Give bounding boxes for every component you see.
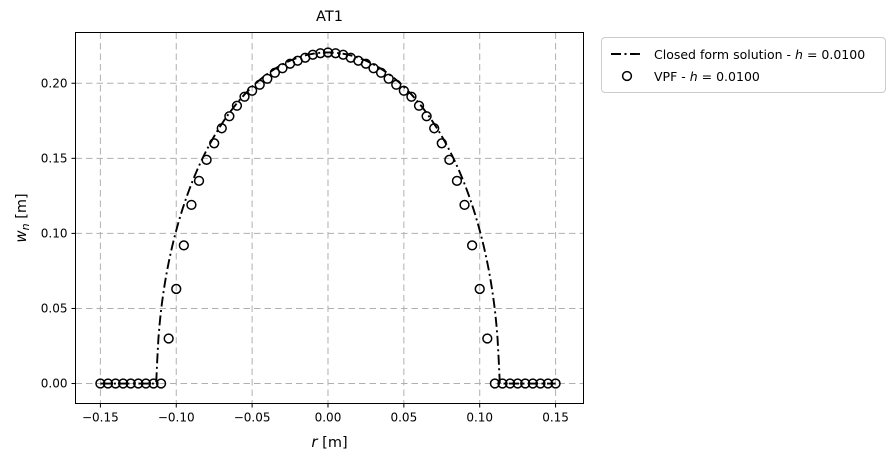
vpf-data-point — [451, 175, 463, 186]
vpf-data-point — [383, 73, 394, 84]
vpf-data-point — [277, 63, 288, 74]
x-tick-label: −0.05 — [234, 411, 271, 425]
vpf-data-point — [224, 111, 235, 122]
vpf-data-point — [391, 79, 402, 90]
grid — [75, 32, 584, 404]
vpf-data-point — [262, 73, 273, 84]
vpf-data-point — [315, 48, 326, 59]
legend-label-vpf: VPF - h = 0.0100 — [654, 68, 760, 84]
y-tick-label: 0.00 — [41, 377, 68, 391]
vpf-data-point — [140, 378, 152, 389]
y-tick-label: 0.05 — [41, 302, 68, 316]
vpf-data-point — [489, 378, 501, 389]
vpf-data-point — [239, 91, 250, 102]
vpf-data-point — [497, 378, 508, 389]
vpf-data-point — [231, 100, 243, 111]
vpf-data-point — [482, 333, 493, 344]
vpf-data-point — [209, 138, 220, 149]
vpf-data-point — [171, 283, 182, 295]
vpf-data-point — [155, 378, 167, 389]
vpf-data-point — [330, 48, 341, 59]
vpf-data-point — [375, 67, 387, 78]
vpf-data-point — [535, 378, 546, 389]
vpf-data-point — [413, 100, 425, 111]
vpf-data-point — [133, 378, 144, 389]
vpf-data-point — [178, 240, 189, 251]
vpf-data-point — [125, 378, 136, 389]
legend-entry-closed-form: Closed form solution - h = 0.0100 — [610, 43, 879, 65]
x-tick-label: 0.00 — [315, 411, 342, 425]
vpf-data-point — [269, 67, 281, 78]
vpf-data-point — [148, 378, 159, 389]
chart-title: AT1 — [316, 9, 343, 25]
vpf-data-point — [102, 378, 114, 389]
x-tick-label: 0.10 — [466, 411, 493, 425]
vpf-data-point — [436, 138, 447, 149]
x-tick-label: 0.15 — [542, 411, 569, 425]
vpf-data-point — [421, 111, 432, 122]
vpf-data-point — [307, 49, 318, 60]
plot-frame — [75, 32, 584, 404]
vpf-data-point — [201, 154, 212, 165]
open-circle-icon — [610, 70, 644, 82]
y-tick-label: 0.20 — [41, 76, 68, 90]
vpf-data-point — [95, 378, 106, 389]
y-axis-label: wn [m] — [12, 193, 32, 242]
vpf-data-point — [542, 378, 554, 389]
series — [95, 47, 561, 389]
vpf-data-point — [406, 91, 417, 102]
vpf-data-point — [117, 378, 129, 389]
vpf-data-point — [444, 154, 455, 165]
vpf-data-point — [216, 123, 227, 134]
legend-label-closed-form: Closed form solution - h = 0.0100 — [654, 46, 866, 62]
vpf-data-point — [322, 47, 334, 58]
vpf-data-point — [520, 378, 531, 389]
legend-entry-vpf: VPF - h = 0.0100 — [610, 65, 879, 87]
closed-form-solution-line — [100, 51, 556, 385]
x-tick-label: 0.05 — [390, 411, 417, 425]
y-tick-label: 0.15 — [41, 152, 68, 166]
vpf-data-point — [512, 378, 523, 389]
vpf-data-point — [527, 378, 538, 389]
dashdot-line-icon — [610, 50, 644, 58]
vpf-data-point — [550, 378, 561, 389]
vpf-data-point — [474, 283, 485, 295]
legend: Closed form solution - h = 0.0100 VPF - … — [601, 37, 886, 93]
vpf-data-point — [186, 199, 197, 211]
x-tick-label: −0.15 — [82, 411, 119, 425]
axes: −0.15 −0.10 −0.05 0.00 0.05 0.10 0.15 0.00 0.05 0… — [41, 76, 569, 424]
vpf-data-point — [368, 63, 379, 74]
vpf-data-point — [360, 58, 372, 69]
vpf-data-point — [459, 199, 470, 211]
vpf-data-point — [504, 378, 516, 389]
x-axis-label: r [m] — [311, 433, 347, 451]
y-tick-label: 0.10 — [41, 227, 68, 241]
x-tick-label: −0.10 — [158, 411, 195, 425]
vpf-data-point — [193, 175, 205, 186]
vpf-data-point — [163, 333, 174, 344]
vpf-data-point — [110, 378, 121, 389]
vpf-data-point — [246, 85, 258, 96]
vpf-data-point — [429, 123, 440, 134]
vpf-data-point — [254, 79, 265, 90]
vpf-data-point — [398, 85, 409, 96]
vpf-data-point — [466, 240, 478, 251]
